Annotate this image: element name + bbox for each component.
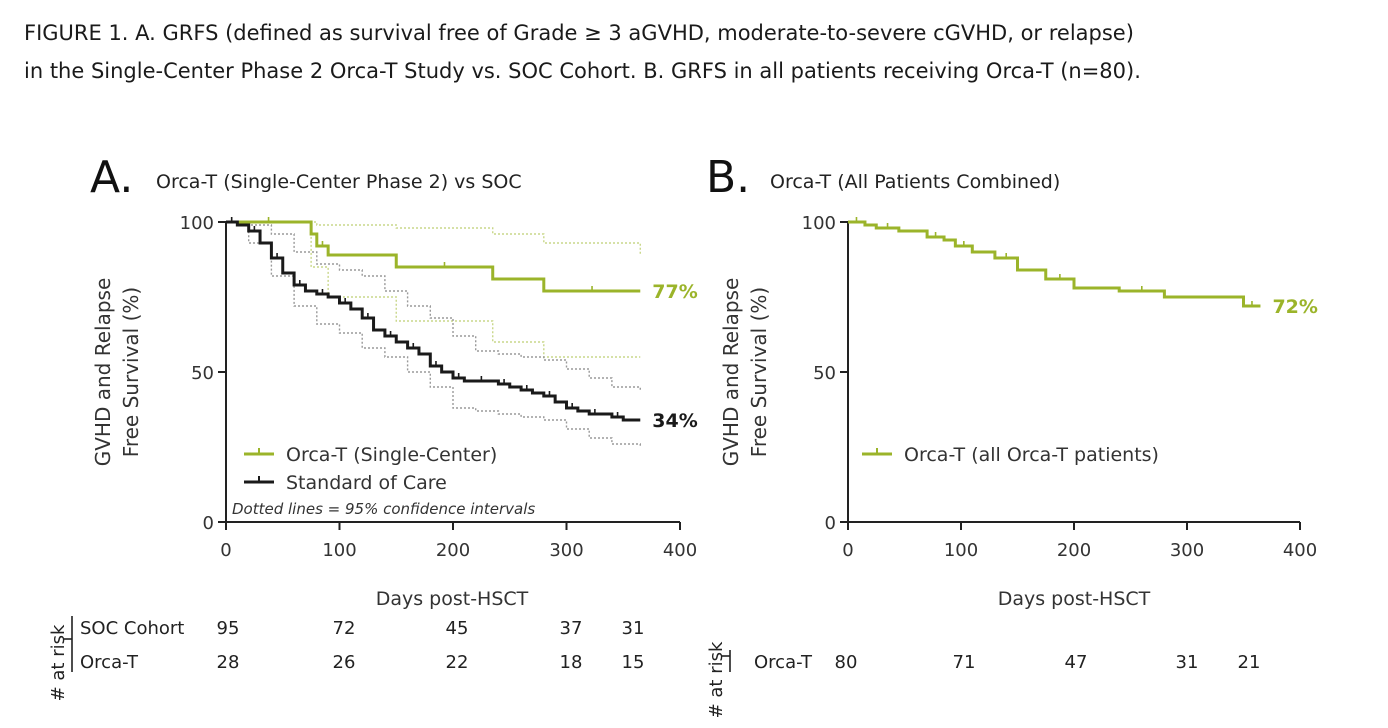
- panel-a-letter: A.: [90, 152, 133, 203]
- panel-a-orca-ci-upper: [226, 221, 641, 255]
- panel-b-risk-value: 80: [835, 652, 858, 673]
- panel-a-risk-value: 22: [446, 652, 469, 673]
- panel-a-risk-value: 45: [446, 618, 469, 639]
- panel-a-x-tick-label: 0: [220, 540, 231, 561]
- panel-a-soc-ci-upper: [226, 221, 641, 390]
- panel-b-x-tick-label: 400: [1283, 540, 1317, 561]
- panel-b-risk-value: 31: [1176, 652, 1199, 673]
- panel-b-x-tick-label: 0: [842, 540, 853, 561]
- panel-a-y-tick-label: 50: [191, 363, 214, 384]
- panel-b-risk-row-name: Orca-T: [754, 652, 813, 673]
- panel-b-risk-value: 21: [1238, 652, 1261, 673]
- caption-line-1: FIGURE 1. A. GRFS (defined as survival f…: [24, 21, 1134, 45]
- panel-b-x-tick-label: 200: [1057, 540, 1091, 561]
- panel-b-risk-value: 47: [1065, 652, 1088, 673]
- panel-a-risk-table-label: # at risk: [48, 624, 69, 701]
- panel-a: A. Orca-T (Single-Center Phase 2) vs SOC…: [48, 152, 698, 701]
- panel-b-title: Orca-T (All Patients Combined): [770, 171, 1060, 193]
- panel-b-risk-value: 71: [953, 652, 976, 673]
- panel-a-orca-ci-lower: [226, 221, 641, 358]
- panel-a-risk-row-name: Orca-T: [80, 652, 139, 673]
- panel-b-legend-label: Orca-T (all Orca-T patients): [904, 444, 1159, 466]
- panel-a-y-tick-label: 100: [180, 213, 214, 234]
- panel-a-orca-t-curve-end-label: 77%: [652, 281, 697, 303]
- panel-a-soc-ci-lower: [226, 221, 641, 447]
- panel-a-x-tick-label: 300: [549, 540, 583, 561]
- panel-a-risk-value: 15: [622, 652, 645, 673]
- panel-b-plot: 0 50 100 0 100 200 300 400 72% Orca-T (all Orca-T…: [706, 213, 1318, 718]
- panel-b-y-tick-label: 100: [802, 213, 836, 234]
- panel-a-legend-label: Standard of Care: [286, 472, 447, 494]
- panel-a-soc-curve-end-label: 34%: [652, 410, 697, 432]
- panel-a-x-tick-label: 100: [322, 540, 356, 561]
- panel-a-risk-value: 28: [217, 652, 240, 673]
- figure-caption: FIGURE 1. A. GRFS (defined as survival f…: [24, 14, 1364, 90]
- panel-a-risk-value: 26: [333, 652, 356, 673]
- panel-b-x-tick-label: 100: [944, 540, 978, 561]
- panel-b-ylabel-line1: GVHD and Relapse: [719, 278, 743, 467]
- panel-b-xlabel: Days post-HSCT: [998, 588, 1151, 610]
- caption-line-2: in the Single-Center Phase 2 Orca-T Stud…: [24, 59, 1141, 83]
- panel-b-ylabel-line2: Free Survival (%): [747, 287, 771, 457]
- panel-a-x-tick-label: 400: [663, 540, 697, 561]
- panel-a-risk-table: # at risk SOC Cohort 95 72 45 37 31 Orca-T 28 26 2…: [48, 616, 644, 701]
- panel-a-risk-row-name: SOC Cohort: [80, 618, 184, 639]
- panel-a-title: Orca-T (Single-Center Phase 2) vs SOC: [156, 171, 522, 193]
- panel-a-x-tick-label: 200: [436, 540, 470, 561]
- panel-a-plot: 0 50 100 0 100 200 300 400 77% Orca-T (Single-Cen…: [48, 213, 698, 701]
- panel-a-soc-curve: [226, 220, 641, 422]
- panel-a-orca-t-curve: [226, 220, 641, 293]
- panel-a-risk-value: 31: [622, 618, 645, 639]
- panel-b: B. Orca-T (All Patients Combined) GVHD a…: [706, 152, 1318, 718]
- panel-a-ylabel-line1: GVHD and Relapse: [91, 278, 115, 467]
- panel-a-risk-value: 95: [217, 618, 240, 639]
- panel-a-xlabel: Days post-HSCT: [376, 588, 529, 610]
- panel-b-orca-t-all-curve-end-label: 72%: [1272, 296, 1317, 318]
- panel-a-legend-label: Orca-T (Single-Center): [286, 444, 497, 466]
- panel-b-y-tick-label: 50: [813, 363, 836, 384]
- panel-b-x-tick-label: 300: [1170, 540, 1204, 561]
- panel-a-ylabel-line2: Free Survival (%): [119, 287, 143, 457]
- panel-a-y-tick-label: 0: [203, 513, 214, 534]
- panel-b-letter: B.: [706, 152, 750, 203]
- panel-a-note: Dotted lines = 95% confidence intervals: [232, 500, 535, 518]
- panel-b-risk-table-label: # at risk: [706, 641, 727, 718]
- panel-b-risk-table: # at risk Orca-T 80 71 47 31 21: [706, 641, 1260, 718]
- panel-a-risk-value: 18: [560, 652, 583, 673]
- panel-b-y-tick-label: 0: [825, 513, 836, 534]
- panel-a-risk-value: 72: [333, 618, 356, 639]
- panel-b-orca-t-all-curve: [848, 220, 1261, 308]
- panel-a-risk-value: 37: [560, 618, 583, 639]
